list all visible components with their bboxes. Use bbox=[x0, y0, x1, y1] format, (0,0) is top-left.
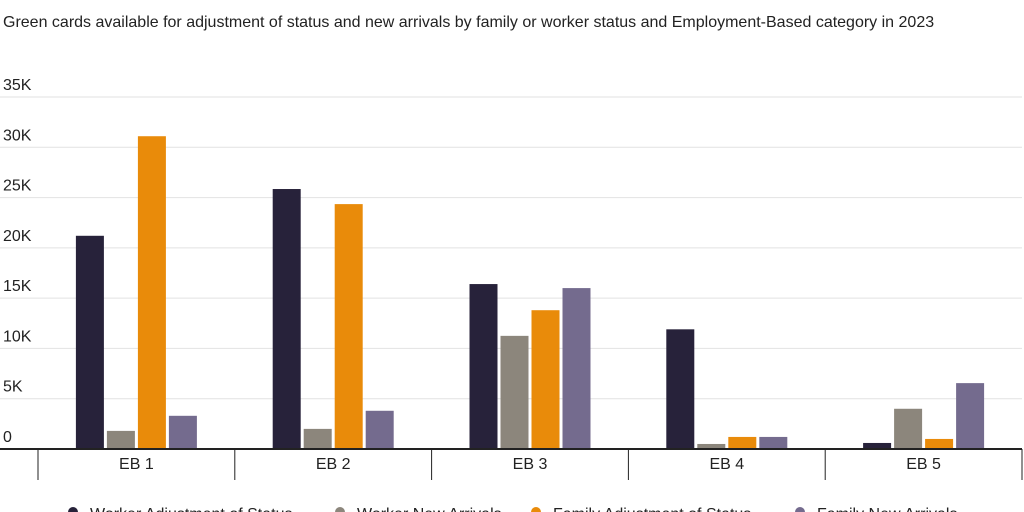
bar bbox=[666, 329, 695, 449]
bar bbox=[168, 415, 197, 449]
bar bbox=[272, 189, 301, 449]
x-tick-label: EB 1 bbox=[119, 456, 154, 473]
x-tick-label: EB 5 bbox=[906, 456, 941, 473]
bar bbox=[531, 310, 560, 449]
legend-marker bbox=[795, 507, 805, 512]
x-tick-label: EB 3 bbox=[513, 456, 548, 473]
bar bbox=[925, 438, 954, 449]
bar bbox=[500, 335, 529, 449]
chart-subtitle: Green cards available for adjustment of … bbox=[3, 14, 935, 31]
x-tick-label: EB 4 bbox=[709, 456, 744, 473]
bar bbox=[759, 436, 788, 449]
bar bbox=[469, 284, 498, 449]
y-tick-label: 25K bbox=[3, 178, 32, 195]
y-tick-label: 20K bbox=[3, 228, 32, 245]
y-tick-label: 15K bbox=[3, 278, 32, 295]
bar bbox=[863, 442, 892, 449]
bar bbox=[303, 428, 332, 449]
legend-label: Family Adjustment of Status bbox=[553, 506, 751, 512]
legend-marker bbox=[68, 507, 78, 512]
bar bbox=[334, 204, 363, 449]
bar bbox=[728, 436, 757, 449]
y-tick-label: 30K bbox=[3, 127, 32, 144]
bar bbox=[137, 136, 166, 450]
bar bbox=[106, 430, 135, 449]
legend-label: Worker New Arrivals bbox=[357, 506, 502, 512]
legend-label: Family New Arrivals bbox=[817, 506, 957, 512]
x-tick-label: EB 2 bbox=[316, 456, 351, 473]
legend-marker bbox=[335, 507, 345, 512]
bar bbox=[697, 443, 726, 449]
bar bbox=[894, 408, 923, 449]
y-tick-label: 5K bbox=[3, 379, 23, 396]
legend-marker bbox=[531, 507, 541, 512]
bar bbox=[956, 383, 985, 449]
bar bbox=[75, 235, 104, 449]
y-tick-label: 0 bbox=[3, 429, 12, 446]
y-tick-label: 35K bbox=[3, 77, 32, 94]
bar bbox=[562, 288, 591, 449]
y-tick-label: 10K bbox=[3, 328, 32, 345]
bar bbox=[365, 410, 394, 449]
legend-label: Worker Adjustment of Status bbox=[90, 506, 292, 512]
